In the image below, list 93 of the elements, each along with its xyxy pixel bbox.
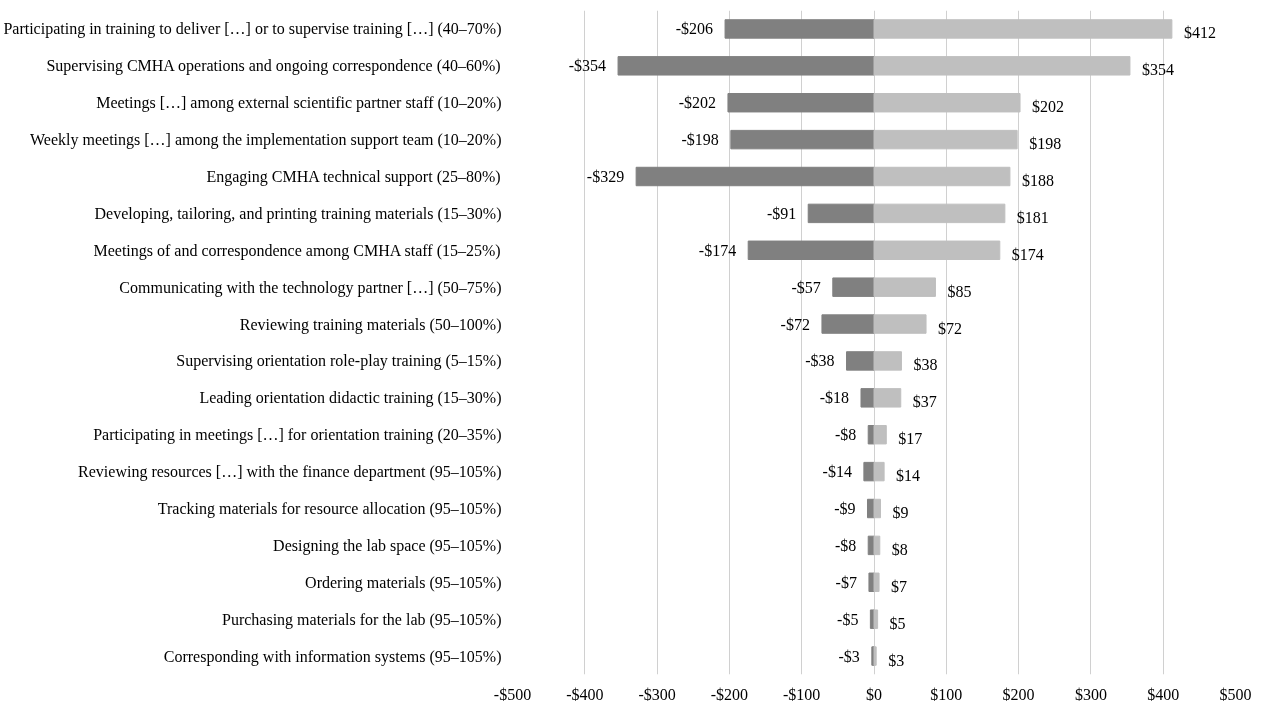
data-label: $38 [913,356,938,374]
bar [873,129,1018,150]
bar [635,166,875,187]
x-tick-label: $400 [1147,685,1180,703]
y-tick-label: Tracking materials for resource allocation (95–105%) [157,500,502,518]
bar [873,498,882,519]
data-label: -$198 [681,131,719,149]
y-tick-label: Ordering materials (95–105%) [305,573,502,592]
bar [873,314,927,334]
y-tick-label: Developing, tailoring, and printing training materials (15–30%) [94,204,502,223]
data-label: -$8 [834,536,857,554]
bar [747,240,875,260]
data-label: $14 [896,467,921,485]
data-label: $354 [1141,61,1174,79]
bar [860,388,875,408]
data-label: $17 [898,430,923,448]
data-label: $412 [1183,24,1216,42]
bar [873,93,1021,113]
data-label: -$329 [586,168,625,185]
bar [873,609,879,629]
y-tick-label: Engaging CMHA technical support (25–80%) [206,168,501,186]
y-tick-label: Leading orientation didactic training (15–30%) [199,389,502,408]
bar [873,535,881,556]
data-label: -$354 [568,57,607,75]
bar [873,277,936,297]
y-tick-label: Reviewing resources […] with the finance department (95–105%) [78,463,502,482]
data-label: -$8 [834,426,857,444]
bar [873,240,1001,260]
x-tick-label: -$500 [493,685,532,703]
data-label: $174 [1011,245,1044,263]
bar [617,56,875,76]
bar [727,93,875,113]
x-tick-label: -$400 [566,685,604,703]
data-label: $7 [891,577,908,595]
data-label: $188 [1021,172,1054,189]
data-label: -$57 [791,278,821,296]
y-tick-label: Purchasing materials for the lab (95–105%) [222,610,502,629]
data-label: -$91 [766,204,797,222]
bar [873,388,902,408]
data-label: $3 [888,651,905,669]
data-label: -$7 [835,573,857,591]
x-tick-label: -$300 [638,685,676,703]
bar [873,425,887,445]
data-label: -$206 [675,20,714,38]
y-tick-label: Designing the lab space (95–105%) [273,536,502,555]
data-label: $37 [912,393,937,411]
x-tick-label: -$200 [710,685,749,703]
x-tick-label: -$100 [783,685,821,703]
bar [873,166,1011,187]
y-tick-label: Participating in training to deliver […] or to supervise training […] (40–70%) [3,20,502,39]
x-tick-label: $200 [1002,685,1035,703]
bar [724,19,875,39]
bar [730,129,875,150]
y-tick-label: Supervising CMHA operations and ongoing correspondence (40–60%) [46,57,501,76]
y-tick-label: Reviewing training materials (50–100%) [239,315,502,334]
y-tick-label: Meetings […] among external scientific partner staff (10–20%) [96,94,502,113]
bar [873,19,1173,39]
y-tick-label: Supervising orientation role-play training (5–15%) [176,352,502,371]
bar [832,277,875,297]
y-tick-label: Corresponding with information systems (95–105%) [163,647,502,666]
data-label: $9 [892,504,909,521]
data-label: -$174 [698,241,737,259]
data-label: -$38 [805,352,835,370]
bar [873,461,885,482]
data-label: $5 [889,614,906,632]
bar [873,203,1006,224]
data-label: $85 [947,282,972,300]
x-tick-label: $0 [866,685,882,703]
data-label: $202 [1032,98,1065,116]
bar [873,351,902,371]
bar [807,203,875,224]
data-label: -$5 [837,610,859,628]
data-label: -$18 [819,389,849,407]
bar [821,314,875,334]
x-tick-label: $500 [1219,685,1252,703]
x-tick-label: $300 [1074,685,1107,703]
data-label: -$3 [838,647,860,665]
y-tick-label: Meetings of and correspondence among CMHA staff (15–25%) [93,241,501,260]
data-label: -$9 [834,500,856,517]
y-tick-label: Communicating with the technology partner […] (50–75%) [119,278,502,297]
data-label: $8 [891,540,908,558]
data-label: $72 [938,319,963,337]
data-label: $181 [1016,208,1049,226]
y-tick-label: Weekly meetings […] among the implementation support team (10–20%) [30,131,502,150]
y-tick-label: Participating in meetings […] for orientation training (20–35%) [93,426,502,445]
data-label: -$14 [822,463,852,481]
bar [873,56,1131,76]
x-tick-label: $100 [930,685,963,703]
bar [873,572,880,592]
bar [846,351,875,371]
data-label: -$72 [780,315,810,333]
data-label: $198 [1029,135,1062,153]
data-label: -$202 [678,94,716,112]
